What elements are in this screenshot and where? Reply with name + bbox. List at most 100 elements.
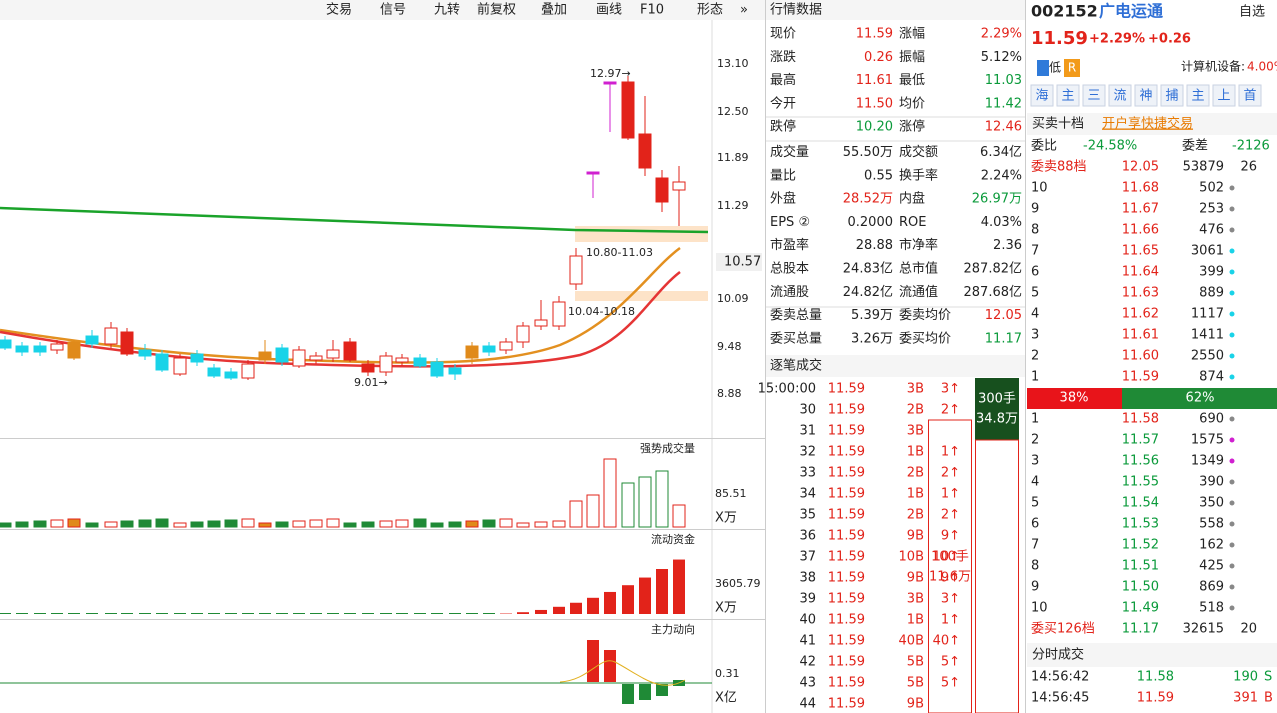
bar-label: 62% bbox=[1186, 391, 1215, 406]
toolbar-button[interactable]: 信号 bbox=[380, 3, 406, 18]
volume-bar bbox=[343, 522, 357, 528]
tab-button[interactable]: 主 bbox=[1061, 89, 1074, 104]
quote-value: 24.83亿 bbox=[843, 262, 893, 277]
tab-button[interactable]: 上 bbox=[1217, 89, 1230, 104]
quote-value: 12.46 bbox=[985, 120, 1022, 135]
candle bbox=[104, 327, 118, 345]
flow-bar bbox=[310, 613, 322, 614]
quote-value: 4.03% bbox=[981, 215, 1022, 230]
candle bbox=[448, 367, 462, 375]
tab-button[interactable]: 首 bbox=[1243, 89, 1256, 104]
book-level: 4 bbox=[1031, 475, 1039, 490]
panel-unit: X万 bbox=[715, 511, 737, 526]
book-price: 11.50 bbox=[1122, 580, 1159, 595]
tab-button[interactable]: 神 bbox=[1139, 89, 1152, 104]
toolbar-button[interactable]: F10 bbox=[640, 3, 664, 18]
book-level: 6 bbox=[1031, 265, 1039, 280]
trade-price: 11.59 bbox=[828, 697, 865, 712]
candle bbox=[241, 363, 255, 379]
panel-unit: X万 bbox=[715, 601, 737, 616]
flow-bar bbox=[34, 613, 46, 614]
trade-time: 30 bbox=[799, 403, 816, 418]
volume-bar bbox=[155, 518, 169, 528]
trade-count: 1↑ bbox=[941, 445, 960, 460]
volume-bar bbox=[138, 519, 152, 528]
open-link[interactable]: 开户享快捷交易 bbox=[1102, 116, 1193, 132]
candle bbox=[50, 343, 64, 351]
flow-bar bbox=[225, 613, 237, 614]
candle bbox=[499, 341, 513, 351]
quote-label: 市净率 bbox=[899, 237, 938, 253]
book-vol: 518 bbox=[1199, 601, 1224, 616]
flow-bar bbox=[553, 606, 565, 614]
dot bbox=[1229, 185, 1235, 191]
annotation: 10.80-11.03 bbox=[586, 246, 653, 259]
toolbar-button[interactable]: 叠加 bbox=[541, 3, 567, 18]
toolbar-button[interactable]: 交易 bbox=[326, 2, 352, 18]
tick-vol: 391 bbox=[1233, 691, 1258, 706]
book-vol: 1349 bbox=[1191, 454, 1224, 469]
quote-label: 最高 bbox=[770, 72, 796, 88]
volume-bar bbox=[104, 521, 118, 528]
flow-bar bbox=[604, 591, 616, 614]
toolbar-button[interactable]: 前复权 bbox=[477, 2, 516, 18]
quote-value: 2.29% bbox=[981, 27, 1022, 42]
panel-head bbox=[1027, 643, 1277, 667]
trade-time: 35 bbox=[799, 508, 816, 523]
book-price: 11.63 bbox=[1122, 286, 1159, 301]
force-bar bbox=[604, 650, 616, 682]
candle bbox=[413, 357, 427, 367]
candle bbox=[655, 177, 669, 203]
quote-label: 今开 bbox=[770, 95, 796, 111]
quote-label: 流通股 bbox=[770, 285, 809, 300]
toolbar-button[interactable]: 形态 bbox=[697, 3, 723, 18]
flow-bar bbox=[362, 613, 374, 614]
flow-bar bbox=[191, 613, 203, 614]
candle bbox=[395, 357, 409, 363]
dot bbox=[1229, 500, 1235, 506]
volume-bar bbox=[50, 519, 64, 528]
book-vol: 558 bbox=[1199, 517, 1224, 532]
book-vol: 874 bbox=[1199, 370, 1224, 385]
tab-button[interactable]: 流 bbox=[1113, 89, 1126, 104]
book-vol: 869 bbox=[1199, 580, 1224, 595]
volume-bar bbox=[621, 482, 635, 528]
dot bbox=[1229, 374, 1235, 380]
tab-button[interactable]: 三 bbox=[1087, 89, 1100, 104]
quote-value: 11.03 bbox=[985, 73, 1022, 88]
book-price: 11.49 bbox=[1122, 601, 1159, 616]
dot bbox=[1229, 248, 1235, 254]
flow-bar bbox=[174, 613, 186, 614]
sell-bar bbox=[1027, 388, 1122, 409]
toolbar-button[interactable]: 画线 bbox=[596, 3, 622, 18]
tab-button[interactable]: 主 bbox=[1191, 89, 1204, 104]
volume-bar bbox=[241, 518, 255, 528]
book-vol: 399 bbox=[1199, 265, 1224, 280]
quote-label: 总股本 bbox=[770, 262, 809, 277]
dot bbox=[1229, 206, 1235, 212]
ma-line bbox=[0, 206, 709, 234]
flow-bar bbox=[466, 613, 478, 614]
volume-bar bbox=[672, 504, 686, 528]
toolbar-button[interactable]: 九转 bbox=[434, 3, 460, 18]
bar-label: 38% bbox=[1060, 391, 1089, 406]
price-axis-label: 11.89 bbox=[717, 151, 749, 164]
tab-button[interactable]: 捕 bbox=[1165, 88, 1178, 104]
book-price: 11.64 bbox=[1122, 265, 1159, 280]
dot bbox=[1229, 437, 1235, 443]
volume-bar bbox=[638, 476, 652, 528]
tick-time: 14:56:45 bbox=[1031, 691, 1089, 706]
flow-bar bbox=[414, 613, 426, 614]
add-watch[interactable]: 自选 bbox=[1239, 5, 1265, 20]
flow-bar bbox=[570, 602, 582, 614]
trade-price: 11.59 bbox=[828, 571, 865, 586]
trade-count: 5↑ bbox=[941, 676, 960, 691]
tab-button[interactable]: 海 bbox=[1035, 89, 1048, 104]
trade-time: 31 bbox=[799, 424, 816, 439]
flow-bar bbox=[242, 613, 254, 614]
flow-bar bbox=[483, 613, 495, 614]
trade-vol: 9B bbox=[907, 697, 924, 712]
force-bar bbox=[656, 684, 668, 696]
trade-price: 11.59 bbox=[828, 487, 865, 502]
tab-bg bbox=[1238, 84, 1262, 107]
